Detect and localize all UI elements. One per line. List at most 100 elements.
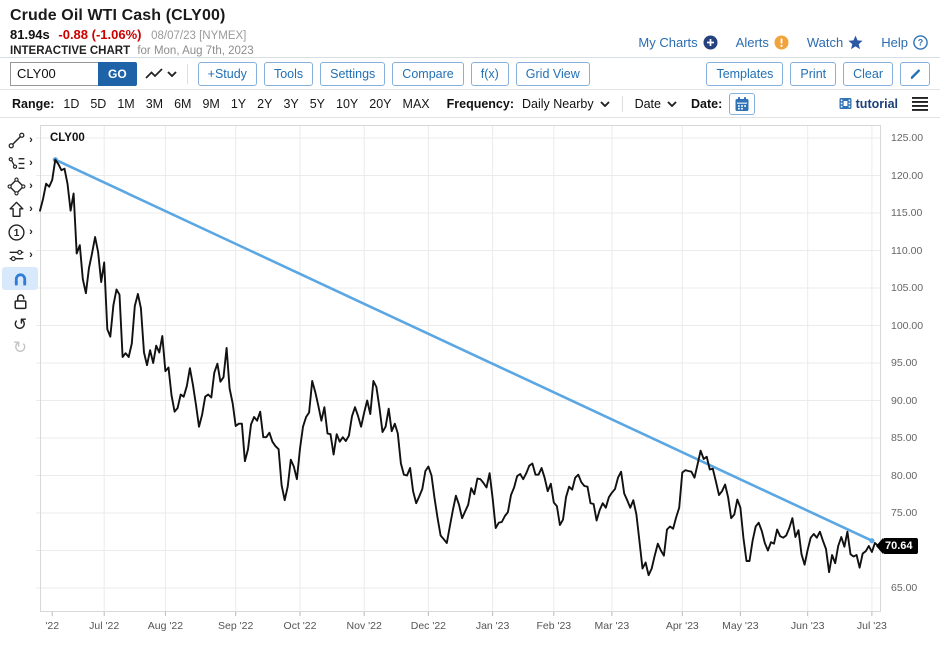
arrow-tool[interactable]: › <box>2 198 38 221</box>
templates-button[interactable]: Templates <box>706 61 784 86</box>
range-1y[interactable]: 1Y <box>230 96 247 111</box>
tutorial-label: tutorial <box>855 96 898 111</box>
x-axis-label: Jul '23 <box>857 620 887 632</box>
magnet-tool[interactable] <box>2 267 38 290</box>
range-3m[interactable]: 3M <box>145 96 164 111</box>
badge-arrow <box>876 537 883 554</box>
frequency-dropdown[interactable]: Daily Nearby <box>522 97 610 111</box>
settings-button[interactable]: Settings <box>320 61 386 86</box>
range-10y[interactable]: 10Y <box>336 96 359 111</box>
chevron-right-icon: › <box>29 226 33 238</box>
range-1m[interactable]: 1M <box>117 96 135 111</box>
magnet-icon <box>11 269 30 288</box>
redo[interactable]: ↻ <box>2 336 38 359</box>
drawing-tools-sidebar: › › › › 1 › › ↺ ↻ <box>0 118 40 652</box>
x-axis-label: Mar '23 <box>595 620 630 632</box>
toolbar-buttons: +Study Tools Settings Compare f(x) Grid View <box>197 61 590 86</box>
chevron-right-icon: › <box>29 157 33 169</box>
svg-text:?: ? <box>918 38 924 48</box>
range-label: Range: <box>12 96 55 111</box>
watch-link[interactable]: Watch <box>807 35 863 50</box>
clear-button[interactable]: Clear <box>843 61 893 86</box>
last-trade-price: 81.94s <box>10 27 50 42</box>
price-line <box>39 158 879 577</box>
annotate-button[interactable] <box>900 61 930 86</box>
range-20y[interactable]: 20Y <box>369 96 392 111</box>
frequency-label: Frequency: <box>446 96 515 111</box>
range-bar: Range: 1D 5D 1M 3M 6M 9M 1Y 2Y 3Y 5Y 10Y 20Y MAX Fre… <box>0 90 940 118</box>
alerts-link[interactable]: Alerts <box>736 35 789 50</box>
compare-align-tool[interactable]: › <box>2 244 38 267</box>
y-axis-label: 90.00 <box>891 394 918 407</box>
my-charts-link[interactable]: My Charts <box>638 35 718 50</box>
range-5y[interactable]: 5Y <box>309 96 326 111</box>
trendline-end-handle[interactable] <box>869 538 875 544</box>
shape-tool[interactable]: › <box>2 175 38 198</box>
print-button[interactable]: Print <box>790 61 837 86</box>
x-axis-label: Apr '23 <box>666 620 699 632</box>
annotation-number-tool[interactable]: 1 › <box>2 221 38 244</box>
x-axis-label: Aug '22 <box>148 620 183 632</box>
price-change: -0.88 (-1.06%) <box>58 27 142 42</box>
interactive-chart-line: INTERACTIVE CHART for Mon, Aug 7th, 2023 <box>10 45 930 57</box>
film-icon <box>839 98 852 109</box>
lock-tool[interactable] <box>2 290 38 313</box>
y-axis-label: 110.00 <box>891 244 923 257</box>
frequency-value: Daily Nearby <box>522 96 594 111</box>
help-link[interactable]: Help? <box>881 35 928 50</box>
plus-circle-icon <box>703 35 718 50</box>
y-axis-label: 85.00 <box>891 432 918 444</box>
y-axis-label: 95.00 <box>891 357 918 369</box>
menu-button[interactable] <box>912 96 928 111</box>
interactive-chart-date: for Mon, Aug 7th, 2023 <box>137 45 254 57</box>
chart-plot-area[interactable]: '22 Jul '22 Aug '22 Sep '22 Oct '22 Nov '22 De… <box>36 118 887 652</box>
range-2y[interactable]: 2Y <box>257 96 273 111</box>
link-label: My Charts <box>638 35 698 50</box>
tutorial-link[interactable]: tutorial <box>839 97 898 111</box>
undo-icon: ↺ <box>12 315 28 334</box>
date-dropdown[interactable]: Date <box>635 97 677 111</box>
hamburger-menu-icon <box>912 96 928 111</box>
toolbar-right-buttons: Templates Print Clear <box>706 61 930 86</box>
x-axis-label: Feb '23 <box>536 620 571 632</box>
drawing-list-icon <box>7 154 26 173</box>
go-button[interactable]: GO <box>98 61 137 86</box>
range-5d[interactable]: 5D <box>90 96 107 111</box>
compare-button[interactable]: Compare <box>392 61 464 86</box>
x-axis-label: Jul '22 <box>89 620 119 632</box>
f-x-button[interactable]: f(x) <box>470 61 509 86</box>
symbol-input[interactable] <box>10 61 98 86</box>
chevron-right-icon: › <box>29 249 33 261</box>
grid-view-button[interactable]: Grid View <box>515 61 590 86</box>
chevron-down-icon <box>167 70 177 77</box>
undo[interactable]: ↺ <box>2 313 38 336</box>
pencil-icon <box>908 67 922 81</box>
chart-type-selector[interactable] <box>145 67 177 81</box>
drawing-tools[interactable]: › <box>2 152 38 175</box>
chart-symbol-label: CLY00 <box>50 132 85 144</box>
tools-button[interactable]: Tools <box>263 61 314 86</box>
x-axis-label: Jun '23 <box>791 620 825 632</box>
calendar-button[interactable] <box>729 92 756 115</box>
date-menu-label: Date <box>634 96 661 111</box>
drawn-trendline[interactable] <box>54 158 874 543</box>
range-9m[interactable]: 9M <box>202 96 220 111</box>
range-3y[interactable]: 3Y <box>283 96 299 111</box>
price-chart-svg[interactable]: '22 Jul '22 Aug '22 Sep '22 Oct '22 Nov '22 De… <box>36 125 887 645</box>
range-6m[interactable]: 6M <box>174 96 192 111</box>
range-1d[interactable]: 1D <box>63 96 80 111</box>
toolbar-divider <box>186 63 188 84</box>
y-axis-label: 65.00 <box>891 582 918 594</box>
x-axis-label: Nov '22 <box>347 620 382 632</box>
trendline-icon <box>7 131 26 150</box>
header-links: My Charts Alerts Watch Help? <box>638 35 928 50</box>
range-max[interactable]: MAX <box>402 96 430 111</box>
y-axis-label: 115.00 <box>891 207 923 219</box>
chevron-right-icon: › <box>29 134 33 146</box>
study-button[interactable]: +Study <box>197 61 257 86</box>
trendline-tool[interactable]: › <box>2 129 38 152</box>
y-axis-label: 105.00 <box>891 282 924 294</box>
x-axis-label: Dec '22 <box>411 620 446 632</box>
x-axis-label: Jan '23 <box>476 620 510 632</box>
